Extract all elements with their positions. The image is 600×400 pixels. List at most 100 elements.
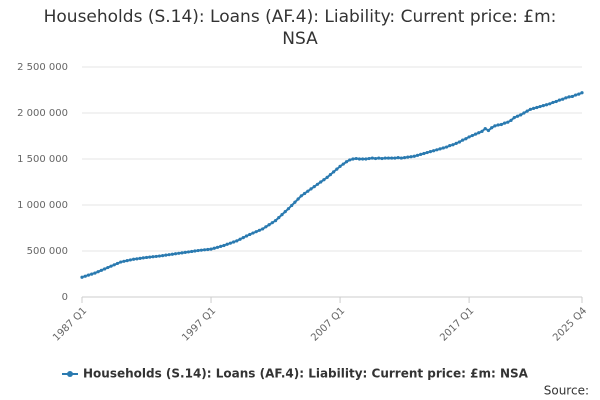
point xyxy=(435,148,439,152)
point xyxy=(335,167,339,171)
point xyxy=(180,251,184,255)
point xyxy=(573,93,578,97)
point xyxy=(544,103,549,107)
point xyxy=(115,261,120,266)
point xyxy=(86,273,91,277)
point xyxy=(254,230,258,234)
point xyxy=(551,100,555,105)
point xyxy=(422,151,426,156)
point xyxy=(264,225,268,229)
point xyxy=(519,113,523,117)
point xyxy=(580,91,584,95)
point xyxy=(461,138,465,142)
point xyxy=(280,213,284,217)
point xyxy=(532,106,536,110)
point xyxy=(290,203,294,208)
point xyxy=(402,156,407,160)
point xyxy=(190,249,194,254)
point xyxy=(496,123,500,127)
point xyxy=(148,255,152,259)
point xyxy=(567,95,571,99)
point xyxy=(525,109,529,113)
point xyxy=(370,156,374,160)
point xyxy=(380,156,384,161)
point xyxy=(138,256,142,260)
point xyxy=(93,271,97,275)
point xyxy=(577,92,581,96)
point xyxy=(538,104,542,109)
point xyxy=(473,132,478,136)
x-tick-label: 1987 Q1 xyxy=(51,305,89,343)
point xyxy=(235,239,239,243)
point xyxy=(302,191,307,196)
point xyxy=(412,154,416,158)
point xyxy=(102,267,107,271)
point xyxy=(406,155,410,159)
point xyxy=(480,129,484,133)
point xyxy=(548,102,552,106)
point xyxy=(151,255,155,259)
point xyxy=(96,270,100,274)
point xyxy=(241,236,245,240)
point xyxy=(248,232,252,237)
point xyxy=(348,158,352,162)
point xyxy=(451,143,455,147)
legend-label: Households (S.14): Loans (AF.4): Liabili… xyxy=(83,367,529,381)
point xyxy=(506,120,510,124)
point xyxy=(499,122,503,127)
point xyxy=(354,156,358,161)
point xyxy=(419,152,423,156)
point xyxy=(554,99,558,104)
point xyxy=(306,189,310,193)
point xyxy=(557,98,562,102)
point xyxy=(470,133,474,138)
point xyxy=(128,258,132,262)
point xyxy=(315,182,320,186)
point xyxy=(441,146,445,150)
y-tick-label: 2 500 000 xyxy=(17,62,68,73)
point xyxy=(257,228,262,232)
point xyxy=(522,111,526,115)
point xyxy=(328,173,332,177)
x-tick-label: 2025 Q4 xyxy=(551,305,589,343)
point xyxy=(219,244,223,248)
point xyxy=(154,254,158,259)
point xyxy=(341,162,345,166)
point xyxy=(209,247,213,251)
y-tick-label: 1 000 000 xyxy=(17,200,68,211)
point xyxy=(299,194,303,198)
line xyxy=(81,91,583,279)
point xyxy=(225,242,229,246)
point xyxy=(273,219,278,223)
point xyxy=(386,156,391,160)
point xyxy=(512,116,516,120)
chart-title: Households (S.14): Loans (AF.4): Liabili… xyxy=(43,7,557,49)
point xyxy=(332,170,336,174)
point xyxy=(515,114,520,118)
point xyxy=(183,250,187,254)
source: Source: xyxy=(544,384,589,398)
point xyxy=(541,104,545,108)
point xyxy=(296,197,300,201)
point xyxy=(106,265,110,270)
point xyxy=(132,257,136,261)
point xyxy=(222,243,226,248)
point xyxy=(251,231,255,235)
point xyxy=(357,157,362,161)
point xyxy=(493,124,497,128)
point xyxy=(286,207,291,211)
point xyxy=(267,223,271,227)
point xyxy=(199,248,203,252)
point xyxy=(135,257,139,261)
point xyxy=(432,149,436,153)
point xyxy=(396,156,400,160)
point xyxy=(164,253,168,257)
x-tick-label: 2007 Q1 xyxy=(309,305,347,343)
point xyxy=(570,94,574,99)
point xyxy=(457,140,462,144)
point xyxy=(564,96,568,100)
point xyxy=(83,274,87,278)
point xyxy=(393,156,397,160)
point xyxy=(361,157,365,161)
